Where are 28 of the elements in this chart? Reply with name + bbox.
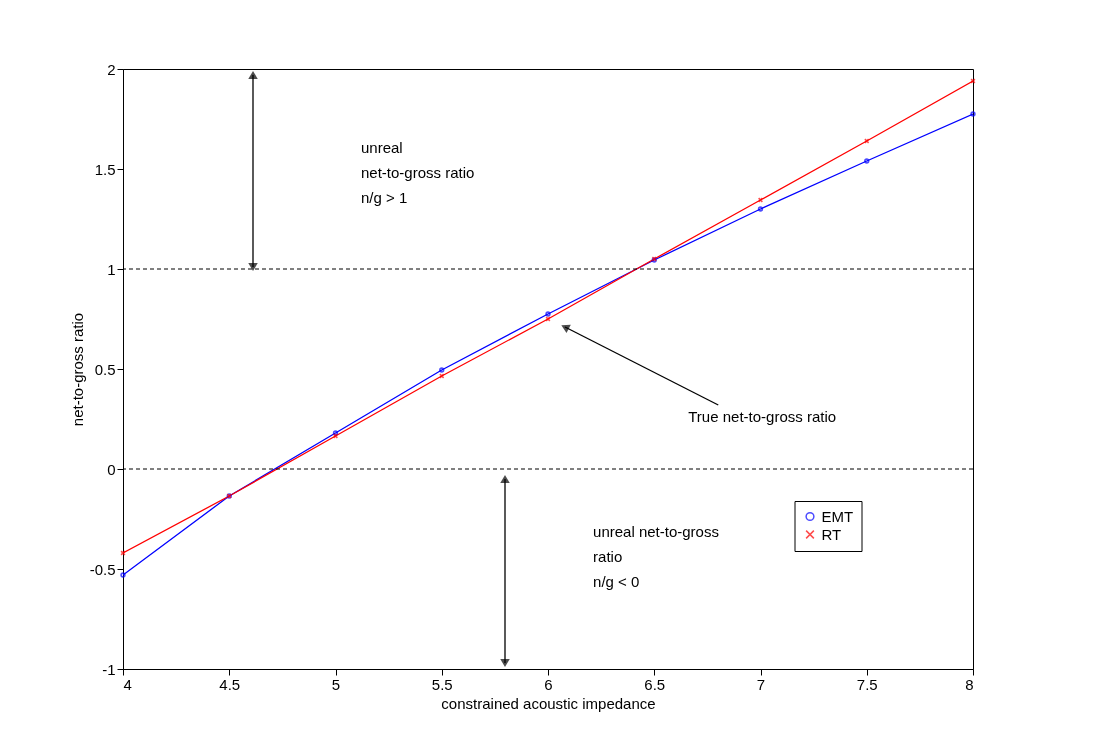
legend-label: EMT	[821, 507, 854, 525]
point	[757, 206, 764, 212]
y-tick-label: 0.5	[94, 360, 116, 378]
point	[545, 316, 551, 322]
point	[864, 158, 870, 164]
annotation: unreal net-to-gross ratio n/g < 0	[593, 523, 719, 590]
x-tick-label: 4	[123, 675, 132, 693]
x-tick-label: 7.5	[856, 675, 878, 693]
x-tick-label: 5	[331, 675, 341, 693]
point	[439, 367, 445, 373]
x-tick-label: 7	[756, 675, 766, 693]
y-tick-label: 2	[107, 60, 116, 78]
x-axis-title: constrained acoustic impedance	[441, 694, 656, 712]
annotation: True net-to-gross ratio	[688, 408, 837, 425]
y-tick-label: -0.5	[89, 560, 116, 578]
x-tick-label: 8	[965, 675, 974, 693]
y-tick-label: -1	[102, 660, 116, 678]
y-axis-title: net-to-gross ratio	[68, 312, 86, 427]
x-tick-label: 6.5	[644, 675, 666, 693]
x-tick-label: 5.5	[431, 675, 453, 693]
y-tick-label: 1	[107, 260, 116, 278]
point	[545, 311, 551, 317]
y-tick-label: 1.5	[94, 160, 116, 178]
legend-label: RT	[821, 525, 842, 543]
x-tick-label: 6	[544, 675, 553, 693]
y-tick-label: 0	[107, 460, 116, 478]
annotation: unreal net-to-gross ratio n/g > 1	[361, 139, 475, 206]
x-tick-label: 4.5	[219, 675, 241, 693]
